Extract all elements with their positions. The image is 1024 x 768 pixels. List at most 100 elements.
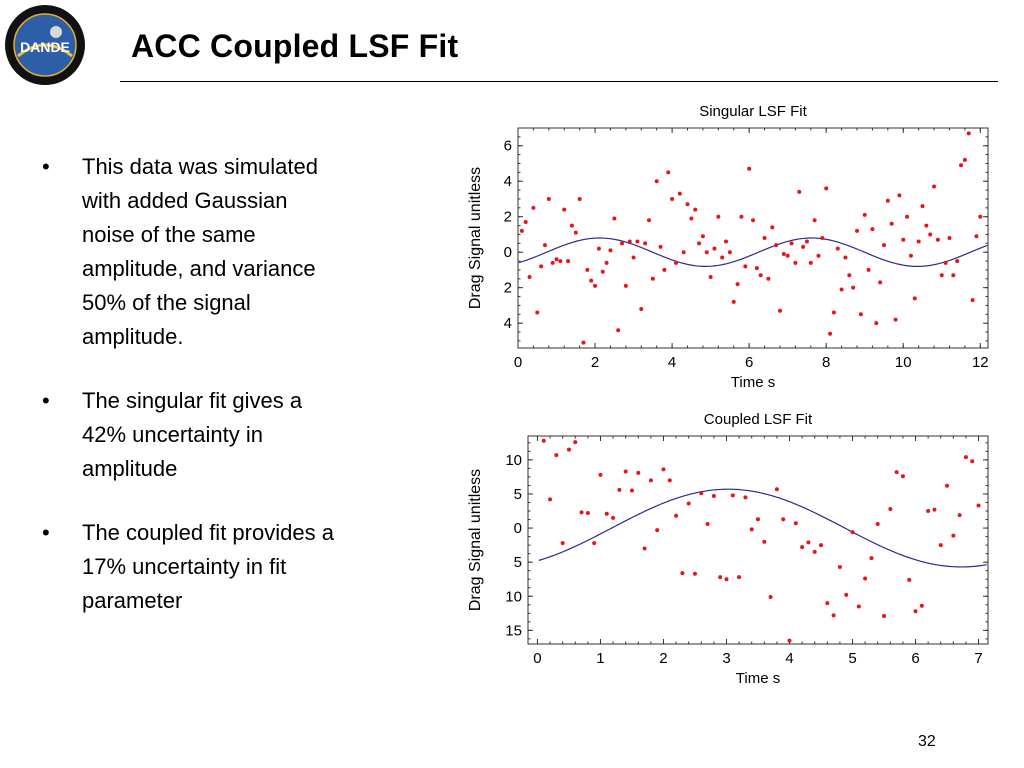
data-point xyxy=(806,540,810,544)
page-number: 32 xyxy=(918,733,936,751)
data-point xyxy=(678,192,682,196)
data-point xyxy=(797,190,801,194)
data-point xyxy=(867,268,871,272)
x-tick-label: 8 xyxy=(822,354,830,371)
data-point xyxy=(759,273,763,277)
data-point xyxy=(870,227,874,231)
data-point xyxy=(832,613,836,617)
data-point xyxy=(547,197,551,201)
data-point xyxy=(819,543,823,547)
data-point xyxy=(706,522,710,526)
data-point xyxy=(840,287,844,291)
data-point xyxy=(728,250,732,254)
plot-frame xyxy=(518,128,988,348)
data-point xyxy=(666,170,670,174)
singular-lsf-fit-chart: Singular LSF Fit0 2 4 6 8 10 126420 2 4Time … xyxy=(440,96,1000,392)
data-point xyxy=(670,197,674,201)
data-point xyxy=(624,284,628,288)
x-axis-label: Time s xyxy=(736,670,780,687)
data-point xyxy=(855,229,859,233)
data-point xyxy=(851,530,855,534)
data-point xyxy=(886,199,890,203)
data-point xyxy=(971,298,975,302)
data-point xyxy=(617,488,621,492)
data-point xyxy=(863,213,867,217)
data-point xyxy=(874,321,878,325)
y-tick-label:  4 xyxy=(499,315,512,332)
data-point xyxy=(674,514,678,518)
data-point xyxy=(876,522,880,526)
data-point xyxy=(944,261,948,265)
y-tick-label: 10 xyxy=(505,452,522,469)
data-point xyxy=(686,202,690,206)
data-point xyxy=(809,261,813,265)
data-point xyxy=(824,186,828,190)
data-point xyxy=(964,455,968,459)
data-point xyxy=(851,286,855,290)
data-point xyxy=(882,614,886,618)
data-point xyxy=(769,595,773,599)
data-point xyxy=(578,197,582,201)
data-point xyxy=(680,571,684,575)
data-point xyxy=(624,469,628,473)
data-point xyxy=(775,487,779,491)
data-point xyxy=(605,261,609,265)
data-point xyxy=(974,234,978,238)
data-point xyxy=(959,163,963,167)
data-point xyxy=(963,158,967,162)
data-point xyxy=(558,259,562,263)
data-point xyxy=(616,328,620,332)
data-point xyxy=(843,256,847,260)
coupled-lsf-fit-chart: Coupled LSF Fit0 1 2 3 4 5 6 71050 5 10 15Ti… xyxy=(440,404,1000,700)
data-point xyxy=(716,215,720,219)
data-point xyxy=(774,243,778,247)
data-point xyxy=(924,224,928,228)
data-point xyxy=(766,277,770,281)
data-point xyxy=(736,282,740,286)
data-point xyxy=(632,256,636,260)
data-point xyxy=(551,261,555,265)
y-tick-label: 6 xyxy=(504,138,512,155)
data-point xyxy=(878,280,882,284)
data-point xyxy=(561,541,565,545)
data-point xyxy=(712,494,716,498)
slide-title: ACC Coupled LSF Fit xyxy=(131,28,458,65)
data-point xyxy=(909,254,913,258)
data-point xyxy=(649,478,653,482)
x-tick-label: 6 xyxy=(745,354,753,371)
data-point xyxy=(693,208,697,212)
data-point xyxy=(838,565,842,569)
data-point xyxy=(936,238,940,242)
dande-mission-logo: DANDE xyxy=(4,4,86,86)
x-tick-label: 4 xyxy=(668,354,676,371)
data-point xyxy=(901,238,905,242)
data-point xyxy=(542,439,546,443)
data-point xyxy=(897,193,901,197)
x-tick-label: 10 xyxy=(895,354,912,371)
data-point xyxy=(520,229,524,233)
data-point xyxy=(555,257,559,261)
data-point xyxy=(655,528,659,532)
data-point xyxy=(901,474,905,478)
data-point xyxy=(586,511,590,515)
data-point xyxy=(597,247,601,251)
data-point xyxy=(805,240,809,244)
bullet-marker: • xyxy=(42,150,50,184)
data-point xyxy=(651,277,655,281)
data-point xyxy=(945,484,949,488)
data-point xyxy=(682,250,686,254)
data-point xyxy=(697,241,701,245)
chart-title: Singular LSF Fit xyxy=(699,103,807,120)
data-point xyxy=(589,279,593,283)
data-point xyxy=(630,489,634,493)
data-point xyxy=(778,309,782,313)
data-point xyxy=(890,222,894,226)
data-point xyxy=(895,470,899,474)
data-point xyxy=(699,491,703,495)
data-point xyxy=(743,495,747,499)
data-point xyxy=(724,577,728,581)
data-point xyxy=(913,296,917,300)
data-point xyxy=(709,275,713,279)
bullet-text: The singular fit gives a 42% uncertainty… xyxy=(82,384,370,486)
data-point xyxy=(756,517,760,521)
